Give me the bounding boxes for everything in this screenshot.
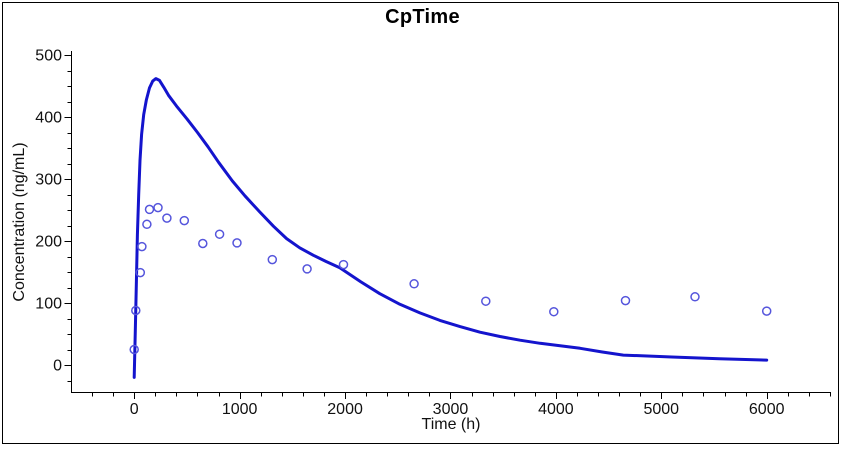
x-tick-label: 4000 [538,401,574,418]
observed-points-marker [409,279,419,289]
x-tick-label: 1000 [222,401,258,418]
observed-points-marker [338,259,349,270]
observed-points-marker [137,241,147,252]
observed-points-marker [620,295,631,306]
observed-points-marker [162,213,172,223]
x-tick-label: 5000 [643,401,679,418]
observed-points-marker [761,306,772,316]
x-tick-label: 0 [130,401,139,418]
observed-points-marker [153,202,163,213]
observed-points-marker [144,204,155,215]
observed-points-marker [214,229,225,239]
y-tick-label: 100 [35,296,62,313]
observed-points-marker [142,219,152,230]
y-tick-label: 0 [53,358,62,375]
chart-title: CpTime [385,6,460,28]
x-tick-label: 3000 [433,401,469,418]
observed-points-marker [135,267,146,278]
y-tick-label: 200 [35,234,62,251]
x-tick-label: 6000 [749,401,785,418]
observed-points-marker [690,292,700,302]
y-axis-title: Concentration (ng/mL) [11,142,28,302]
axis-spines [71,51,831,393]
y-tick-label: 500 [35,48,62,65]
observed-points-marker [549,306,559,317]
observed-points-marker [129,344,139,355]
observed-points-marker [179,215,190,226]
y-tick-label: 400 [35,110,62,127]
observed-points-marker [481,296,491,306]
model-curve-line [132,77,769,379]
observed-points-marker [198,238,208,249]
observed-points-marker [302,264,312,274]
observed-points-marker [232,238,242,248]
x-tick-label: 2000 [327,401,363,418]
observed-points-marker [131,305,141,316]
figure-border [2,2,839,444]
y-tick-label: 300 [35,172,62,189]
observed-points-marker [267,254,278,265]
x-axis-title: Time (h) [421,416,481,433]
